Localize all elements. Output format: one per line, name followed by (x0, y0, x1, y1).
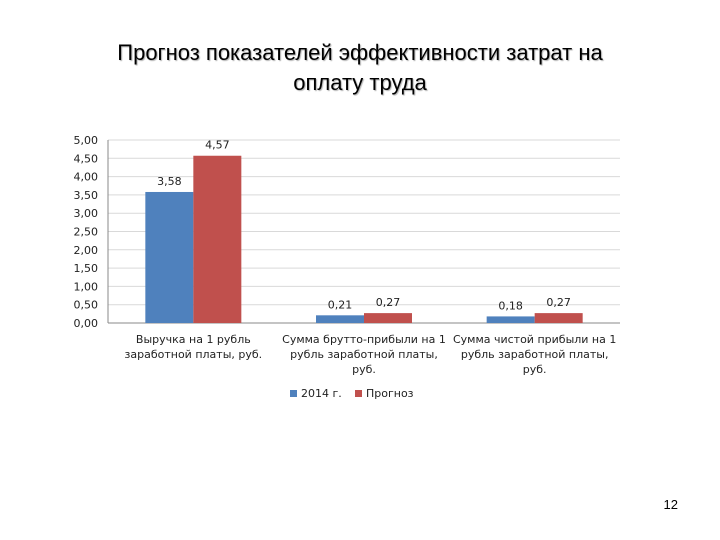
data-label: 0,18 (498, 299, 523, 312)
y-tick-label: 5,00 (74, 134, 99, 147)
y-tick-label: 1,00 (74, 280, 99, 293)
bar-series-1 (145, 191, 194, 323)
y-tick-label: 3,00 (74, 207, 99, 220)
y-tick-label: 0,50 (74, 299, 99, 312)
x-tick-label: руб. (523, 363, 547, 376)
legend-swatch (290, 390, 297, 397)
data-label: 0,27 (546, 296, 571, 309)
bar-series-2 (364, 313, 412, 323)
x-tick-label: рубль заработной платы, (290, 348, 438, 361)
slide-title-line-2: оплату труда (293, 70, 427, 95)
data-label: 4,57 (205, 139, 230, 152)
slide-title-line-1: Прогноз показателей эффективности затрат… (117, 40, 603, 65)
x-tick-label: Выручка на 1 рубль (136, 333, 251, 346)
y-tick-label: 3,50 (74, 189, 99, 202)
slide-title: Прогноз показателей эффективности затрат… (40, 38, 680, 98)
legend-label: 2014 г. (301, 387, 342, 400)
y-tick-label: 2,50 (74, 226, 99, 239)
x-tick-label: Сумма чистой прибыли на 1 (453, 333, 616, 346)
bar-series-1 (316, 315, 364, 323)
x-tick-label: заработной платы, руб. (125, 348, 263, 361)
data-label: 3,58 (157, 175, 182, 188)
x-tick-label: Сумма брутто-прибыли на 1 (282, 333, 446, 346)
y-tick-label: 4,50 (74, 152, 99, 165)
y-tick-label: 2,00 (74, 244, 99, 257)
y-tick-label: 0,00 (74, 317, 99, 330)
y-tick-label: 1,50 (74, 262, 99, 275)
x-tick-label: руб. (352, 363, 376, 376)
legend-label: Прогноз (366, 387, 414, 400)
page-number: 12 (663, 497, 678, 512)
bar-series-2 (193, 155, 242, 323)
x-tick-label: рубль заработной платы, (461, 348, 609, 361)
y-tick-label: 4,00 (74, 171, 99, 184)
data-label: 0,21 (328, 298, 353, 311)
bar-series-1 (486, 316, 535, 323)
legend-swatch (355, 390, 362, 397)
data-label: 0,27 (376, 296, 401, 309)
bar-series-2 (534, 313, 583, 323)
